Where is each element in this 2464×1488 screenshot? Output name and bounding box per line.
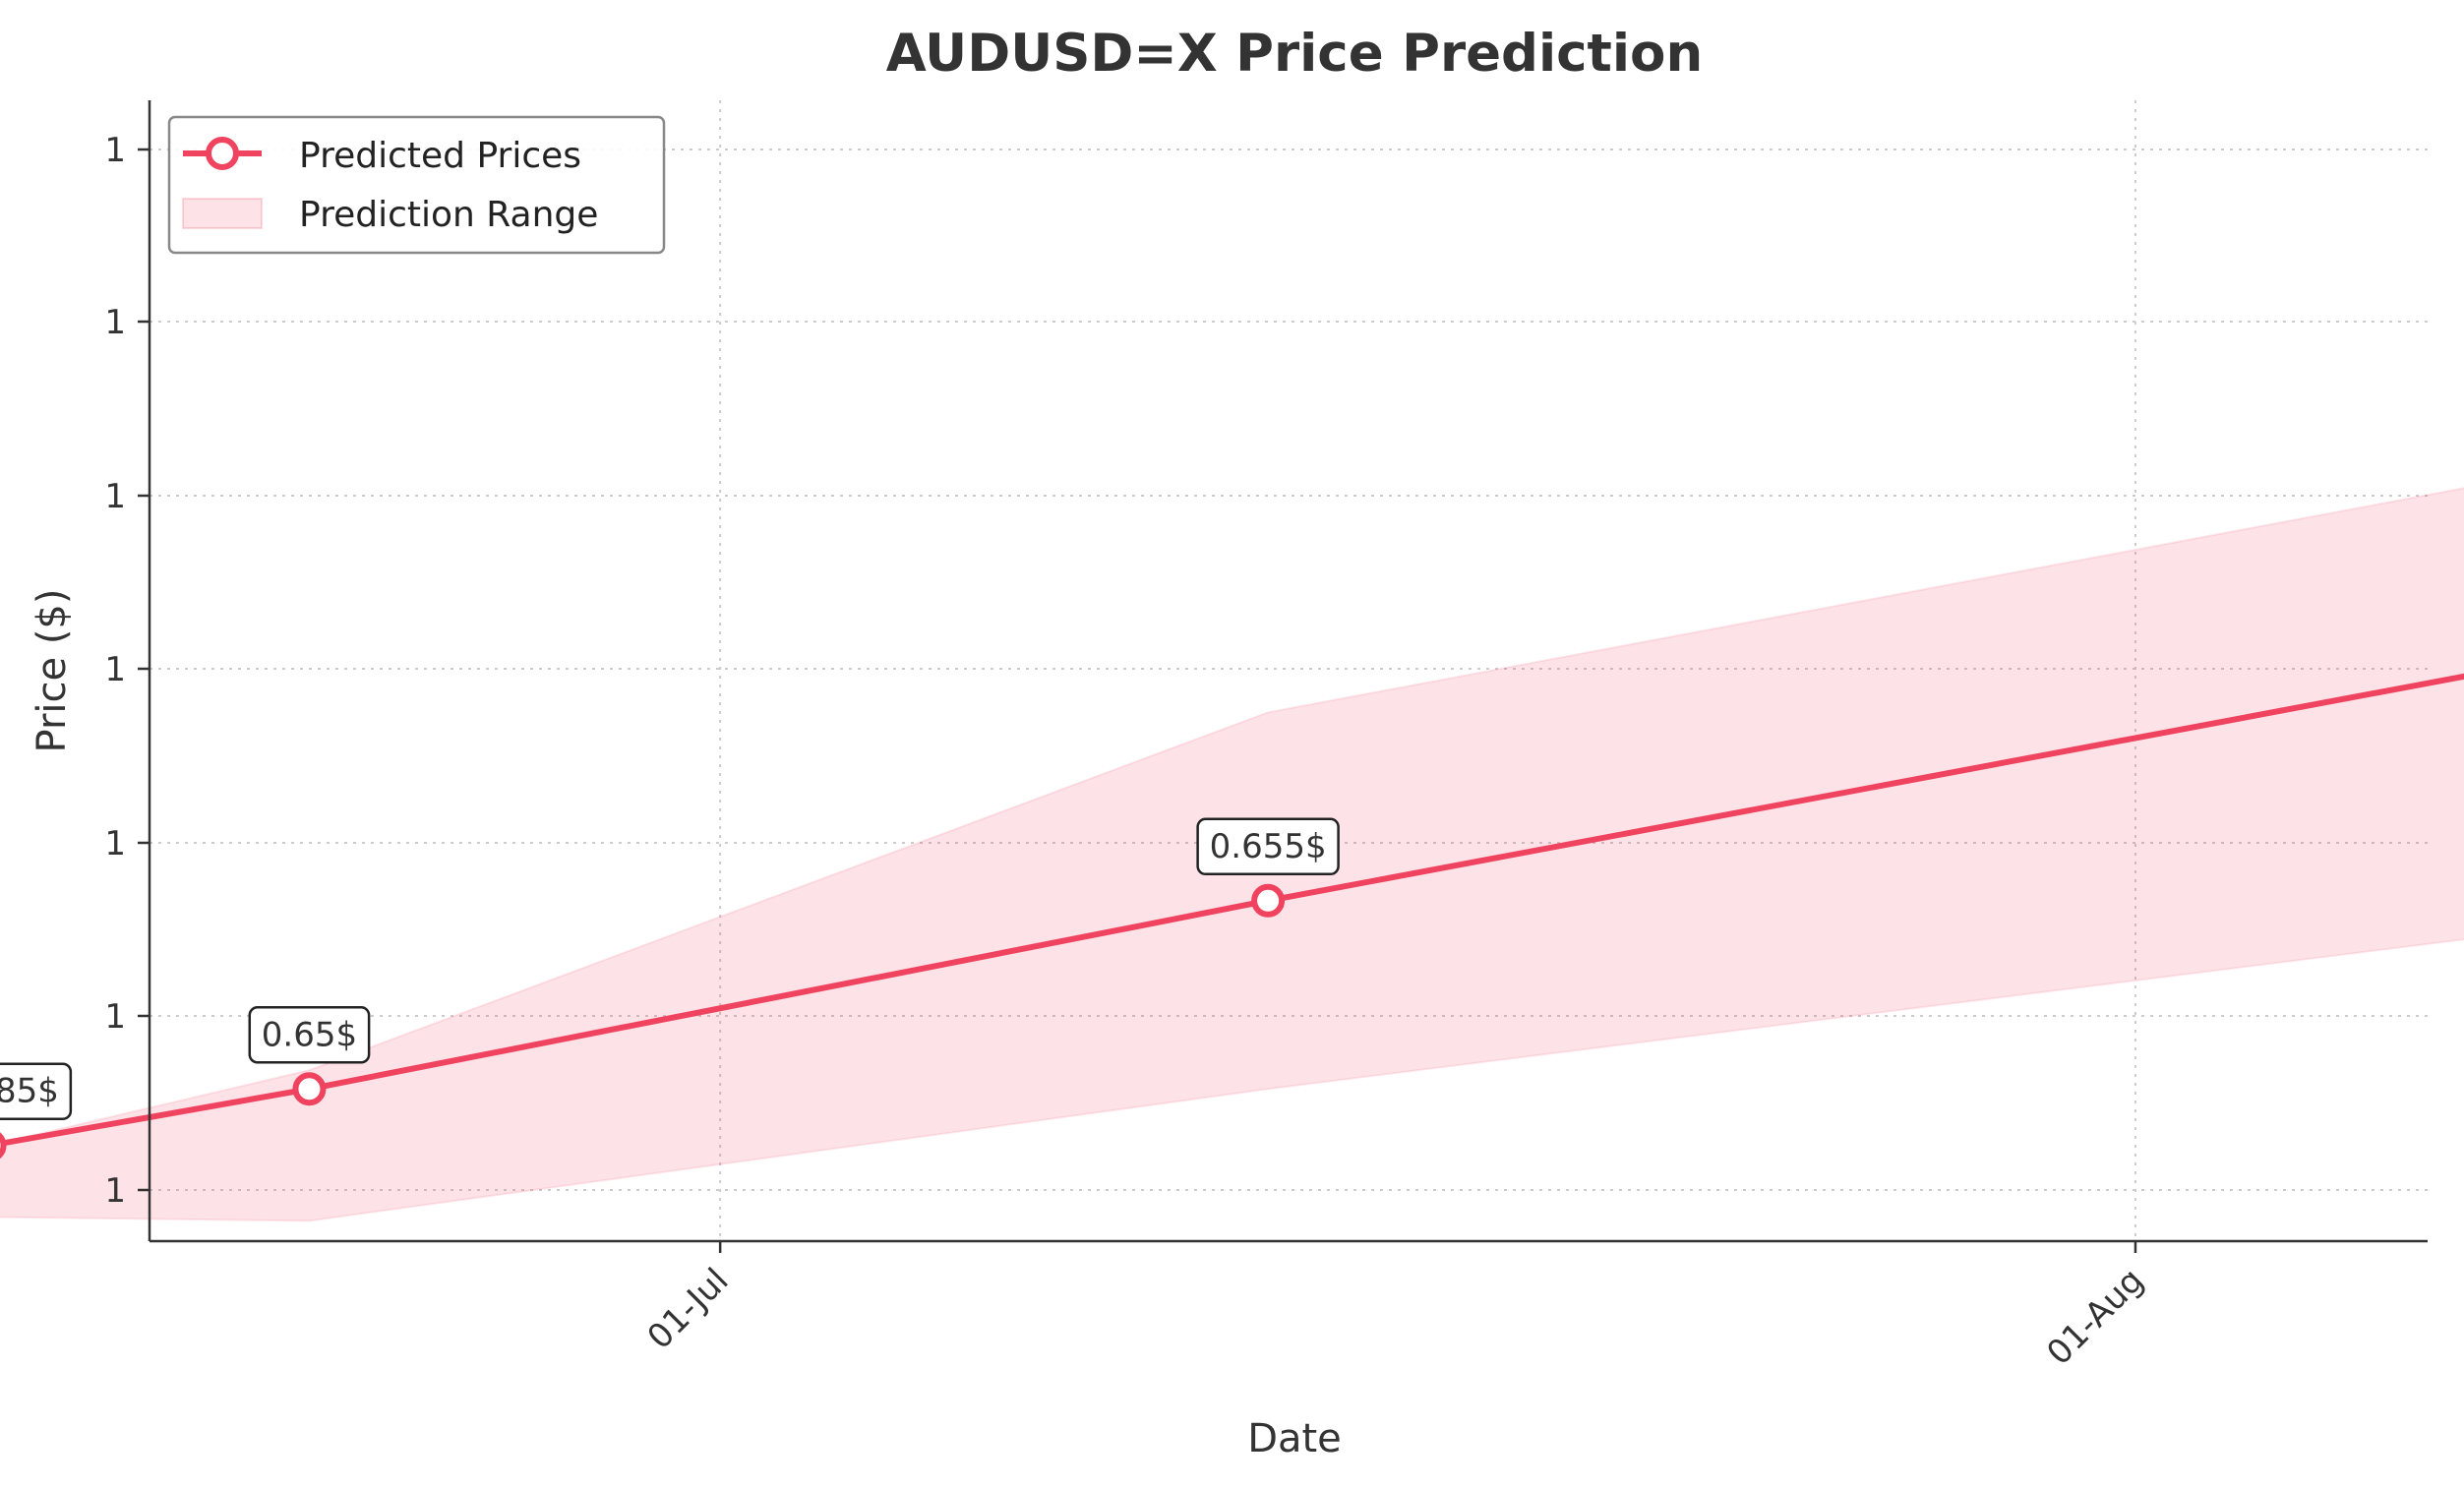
- y-tick-label: 1: [104, 650, 126, 689]
- y-tick-label: 1: [104, 824, 126, 863]
- y-tick-label: 1: [104, 303, 126, 342]
- predicted-price-point: [1251, 883, 1286, 918]
- data-label-text: 0.655$: [1210, 827, 1327, 866]
- x-axis-label: Date: [1247, 1416, 1342, 1461]
- data-label-text: 0.6485$: [0, 1072, 59, 1111]
- data-label: 0.655$: [1196, 817, 1340, 876]
- data-label-text: 0.65$: [262, 1015, 357, 1054]
- y-tick-label: 1: [104, 997, 126, 1037]
- data-label-box: [248, 1006, 371, 1064]
- data-label-box: [0, 1062, 73, 1120]
- legend-range-swatch: [182, 198, 263, 229]
- predicted-price-point: [292, 1072, 327, 1106]
- predicted-price-point: [0, 1132, 7, 1160]
- legend-predicted-prices: Predicted Prices: [299, 136, 581, 176]
- data-labels-layer: 0.6485$0.65$0.655$0.67$: [0, 817, 1340, 1120]
- y-tick-label: 1: [104, 477, 126, 516]
- legend-prediction-range: Prediction Range: [299, 195, 598, 235]
- y-tick-label: 1: [104, 1171, 126, 1211]
- legend-box: [167, 115, 666, 255]
- data-label-box: [1196, 817, 1340, 876]
- data-label: 0.6485$: [0, 1062, 73, 1120]
- y-ticks: 1 1 1 1 1 1 1: [104, 131, 150, 1211]
- chart-title: AUDUSD=X Price Prediction: [886, 24, 1703, 84]
- y-tick-label: 1: [104, 131, 126, 170]
- y-axis-label: Price ($): [30, 589, 75, 753]
- data-label: 0.65$: [248, 1006, 371, 1064]
- legend: Predicted Prices Prediction Range: [167, 115, 666, 255]
- legend-marker-icon: [206, 137, 239, 170]
